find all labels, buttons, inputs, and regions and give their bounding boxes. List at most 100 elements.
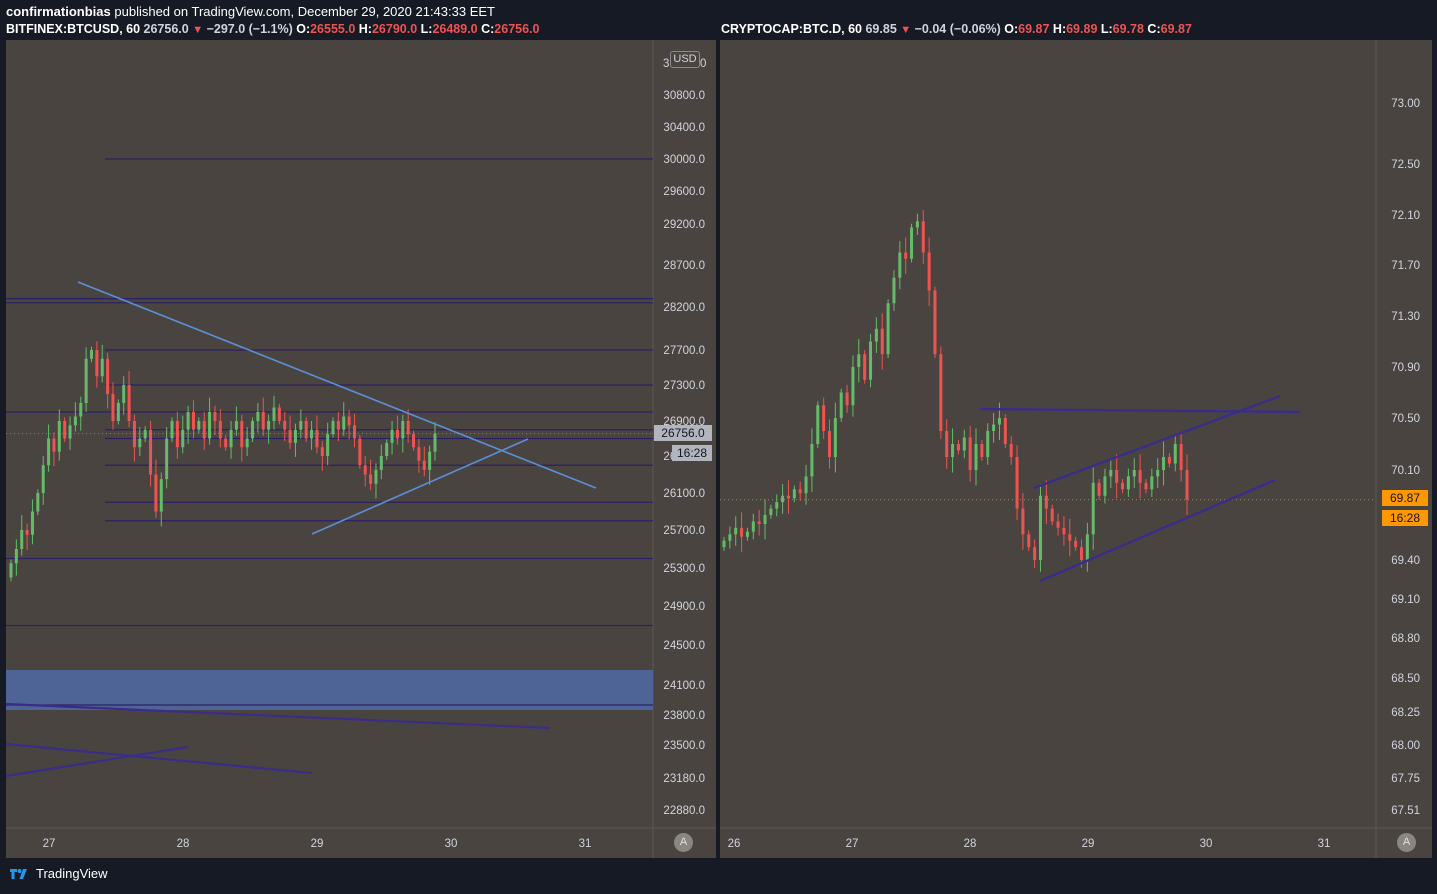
left-y-tick-label: 25300.0	[663, 563, 705, 575]
left-support-zone	[6, 670, 653, 710]
left-y-tick-label: 28700.0	[663, 260, 705, 272]
pane-divider[interactable]	[716, 40, 720, 860]
left-auto-scale-button[interactable]: A	[674, 833, 693, 852]
left-candle	[132, 421, 136, 448]
left-candle	[224, 438, 228, 448]
left-chart[interactable]: 30800.0 30400.0 30000.0 29600.0 29200.0 28700…	[5, 40, 716, 858]
right-candle	[816, 405, 820, 444]
left-y-tick-label: 30400.0	[663, 122, 705, 134]
left-candle	[170, 421, 174, 439]
left-candle	[159, 479, 163, 512]
left-candle	[369, 474, 373, 484]
left-candle	[422, 460, 426, 470]
right-candle	[775, 502, 779, 509]
left-countdown: 16:28	[672, 445, 712, 461]
right-candle	[904, 252, 908, 259]
left-candle	[267, 421, 271, 430]
left-candle	[143, 429, 147, 439]
right-candle	[915, 221, 919, 228]
right-chart[interactable]: 73.00 72.50 72.10 71.70 71.30 70.90 70.50 70.10…	[720, 40, 1432, 858]
author-name[interactable]: confirmationbias	[6, 4, 111, 19]
right-candle	[1179, 444, 1183, 470]
right-candle	[956, 444, 960, 451]
left-drawn-line	[5, 745, 189, 778]
right-y-tick-label: 73.00	[1391, 98, 1420, 110]
left-legend: BITFINEX:BTCUSD, 60 26756.0 ▼ −297.0 (−1…	[6, 22, 540, 36]
left-candle	[90, 350, 94, 359]
right-high: 69.89	[1066, 22, 1098, 36]
right-candle	[863, 354, 867, 380]
right-y-tick-label: 68.00	[1391, 740, 1420, 752]
right-candle	[740, 527, 744, 537]
right-symbol[interactable]: CRYPTOCAP:BTC.D, 60	[721, 22, 862, 36]
left-candle	[68, 425, 72, 439]
right-candle	[839, 392, 843, 418]
right-candle	[992, 424, 996, 431]
right-channel-upper	[1033, 394, 1281, 490]
left-candle	[47, 438, 51, 466]
left-y-tick-label: 29600.0	[663, 186, 705, 198]
right-chart-pane[interactable]	[720, 40, 1432, 858]
left-candle	[122, 385, 126, 403]
left-candle	[417, 447, 421, 461]
right-close: 69.87	[1160, 22, 1192, 36]
left-y-tick-label: 23500.0	[663, 740, 705, 752]
left-candle	[20, 530, 24, 549]
right-candle	[1003, 418, 1007, 444]
right-candle	[1173, 444, 1177, 464]
left-trendline-resistance	[77, 281, 597, 489]
right-candle	[880, 328, 884, 355]
right-candle	[962, 437, 966, 451]
left-candle	[310, 429, 314, 439]
right-x-tick-label: 31	[1318, 838, 1331, 850]
left-candle	[202, 421, 206, 439]
left-candle	[30, 511, 34, 535]
right-candle	[1132, 470, 1136, 477]
left-candle	[138, 438, 142, 448]
left-candle	[412, 434, 416, 448]
left-candle	[57, 421, 61, 452]
right-candle	[1056, 521, 1060, 528]
left-candle	[100, 358, 104, 377]
left-x-tick-label: 29	[311, 838, 324, 850]
left-drawn-line	[5, 702, 551, 730]
right-candle	[1144, 482, 1148, 490]
left-candle	[154, 474, 158, 512]
left-change: −297.0 (−1.1%)	[206, 22, 293, 36]
right-candle	[1109, 470, 1113, 477]
left-candle	[401, 421, 405, 439]
currency-label[interactable]: USD	[670, 51, 700, 68]
right-candle	[898, 252, 902, 278]
right-candle	[1115, 470, 1119, 483]
right-candle	[798, 489, 802, 494]
right-y-tick-label: 72.50	[1391, 159, 1420, 171]
left-y-tick-label: 23180.0	[663, 773, 705, 785]
right-candle	[1009, 444, 1013, 457]
left-y-tick-label: 26100.0	[663, 488, 705, 500]
left-x-tick-label: 31	[579, 838, 592, 850]
right-candle	[804, 476, 808, 494]
left-y-tick-label: 24100.0	[663, 680, 705, 692]
tradingview-brand[interactable]: TradingView	[8, 866, 108, 881]
right-candle	[974, 444, 978, 470]
right-candle	[951, 444, 955, 457]
left-symbol[interactable]: BITFINEX:BTCUSD, 60	[6, 22, 141, 36]
right-candle	[827, 431, 831, 457]
right-candle	[980, 444, 984, 457]
right-y-tick-label: 69.10	[1391, 594, 1420, 606]
right-candle	[845, 392, 849, 406]
publish-info: confirmationbias published on TradingVie…	[6, 4, 495, 19]
left-y-tick-label: 27700.0	[663, 345, 705, 357]
left-y-tick-label: 24500.0	[663, 640, 705, 652]
left-low: 26489.0	[432, 22, 478, 36]
left-y-tick-label: 0	[700, 58, 706, 70]
left-candle	[234, 421, 238, 430]
left-open: 26555.0	[310, 22, 356, 36]
right-resistance-line	[979, 407, 1301, 414]
right-open: 69.87	[1018, 22, 1050, 36]
right-candle	[886, 303, 890, 355]
right-candle	[869, 341, 873, 380]
right-candle	[1167, 457, 1171, 464]
right-auto-scale-button[interactable]: A	[1397, 833, 1416, 852]
right-candle	[968, 437, 972, 470]
